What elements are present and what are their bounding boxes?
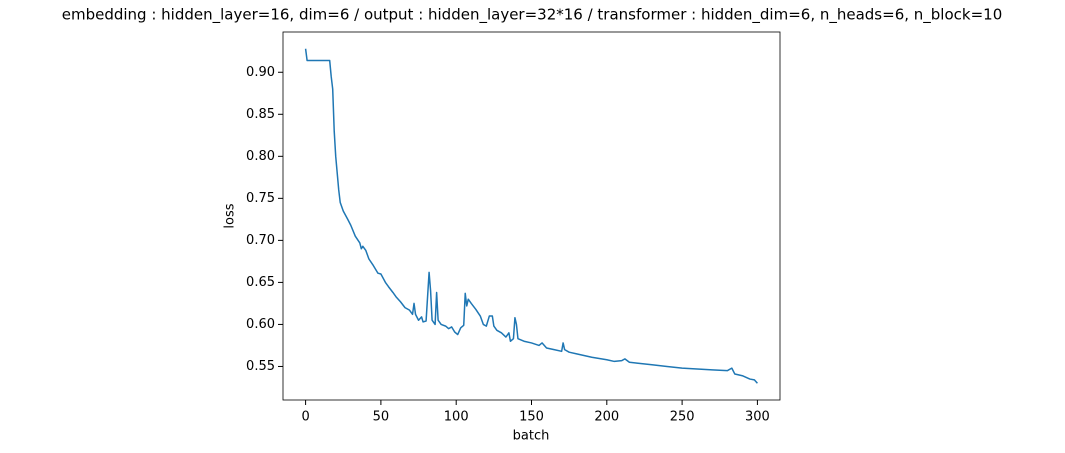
x-axis-label: batch xyxy=(513,429,550,444)
x-tick-label: 300 xyxy=(745,410,770,425)
y-tick-label: 0.60 xyxy=(246,317,275,332)
chart-title: embedding : hidden_layer=16, dim=6 / out… xyxy=(62,6,1002,25)
y-tick-label: 0.90 xyxy=(246,65,275,80)
axes-frame xyxy=(282,31,781,401)
y-tick-label: 0.55 xyxy=(246,359,275,374)
x-tick-label: 50 xyxy=(373,410,390,425)
x-tick-label: 250 xyxy=(670,410,695,425)
y-tick-label: 0.80 xyxy=(246,149,275,164)
x-tick-label: 100 xyxy=(444,410,469,425)
x-tick-label: 200 xyxy=(594,410,619,425)
x-tick-label: 150 xyxy=(519,410,544,425)
y-axis-label: loss xyxy=(223,203,238,228)
y-tick-label: 0.75 xyxy=(246,191,275,206)
x-tick-label: 0 xyxy=(301,410,309,425)
y-tick-label: 0.70 xyxy=(246,233,275,248)
y-tick-label: 0.85 xyxy=(246,107,275,122)
y-tick-label: 0.65 xyxy=(246,275,275,290)
loss-line xyxy=(304,48,758,384)
